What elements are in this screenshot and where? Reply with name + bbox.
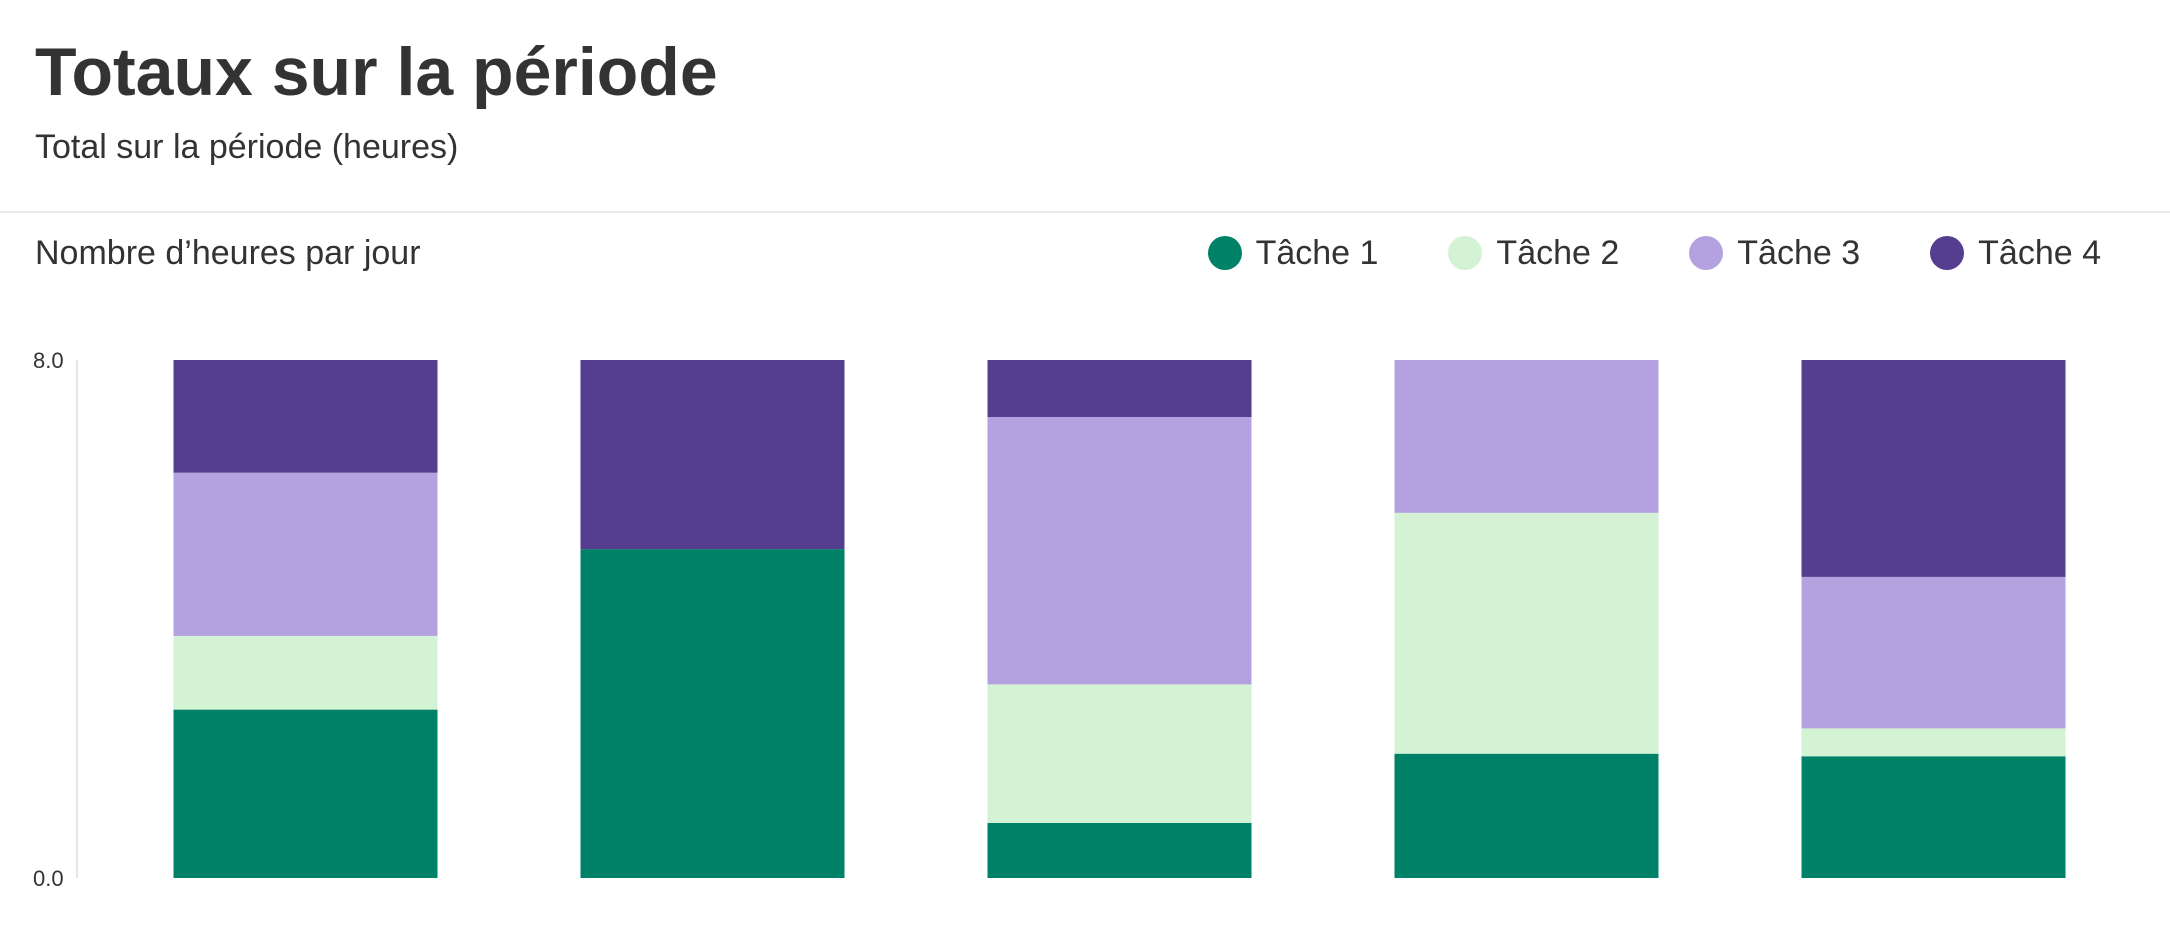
legend-item-tache-4[interactable]: Tâche 4 [1930, 236, 2101, 270]
page-subtitle: Total sur la période (heures) [35, 128, 459, 166]
legend-swatch-tache-4 [1930, 236, 1965, 270]
legend-item-tache-3[interactable]: Tâche 3 [1689, 236, 1860, 270]
header-divider [0, 211, 2170, 213]
bar-day-4-tache-3[interactable] [1394, 360, 1659, 513]
page-title: Totaux sur la période [35, 34, 718, 110]
legend-label-tache-2: Tâche 2 [1496, 234, 1620, 272]
bar-day-4-tache-1[interactable] [1394, 753, 1659, 878]
bar-day-1-tache-1[interactable] [173, 709, 438, 878]
bar-day-5-tache-2[interactable] [1801, 728, 2066, 757]
legend-swatch-tache-2 [1448, 236, 1483, 270]
bar-day-3-tache-1[interactable] [987, 823, 1252, 878]
legend-item-tache-1[interactable]: Tâche 1 [1207, 234, 1379, 272]
bar-day-3-tache-2[interactable] [987, 684, 1252, 823]
y-tick-label-max: 8.0 [33, 348, 64, 373]
legend-swatch-tache-3 [1689, 236, 1724, 270]
legend-swatch-tache-1 [1207, 236, 1242, 270]
bar-day-5-tache-1[interactable] [1801, 756, 2066, 878]
bar-day-5-tache-4[interactable] [1801, 360, 2066, 577]
bars-group [173, 360, 2066, 878]
bar-day-3-tache-4[interactable] [987, 360, 1252, 417]
bar-day-3-tache-3[interactable] [987, 417, 1252, 685]
bar-day-1-tache-3[interactable] [173, 472, 438, 636]
y-tick-label-min: 0.0 [33, 866, 64, 891]
bar-day-5-tache-3[interactable] [1801, 576, 2066, 729]
bar-day-2-tache-4[interactable] [580, 360, 845, 550]
legend-label-tache-3: Tâche 3 [1737, 234, 1861, 272]
legend-label-tache-1: Tâche 1 [1255, 234, 1379, 272]
bar-day-1-tache-4[interactable] [173, 360, 438, 473]
bar-day-1-tache-2[interactable] [173, 635, 438, 710]
bar-day-4-tache-2[interactable] [1394, 512, 1659, 754]
legend-item-tache-2[interactable]: Tâche 2 [1448, 236, 1619, 270]
bar-day-2-tache-1[interactable] [580, 549, 845, 878]
legend-label-tache-4: Tâche 4 [1978, 234, 2101, 272]
chart-legend: Tâche 1 Tâche 2 Tâche 3 Tâche 4 [1207, 232, 2101, 274]
chart-title: Nombre d’heures par jour [35, 234, 421, 272]
